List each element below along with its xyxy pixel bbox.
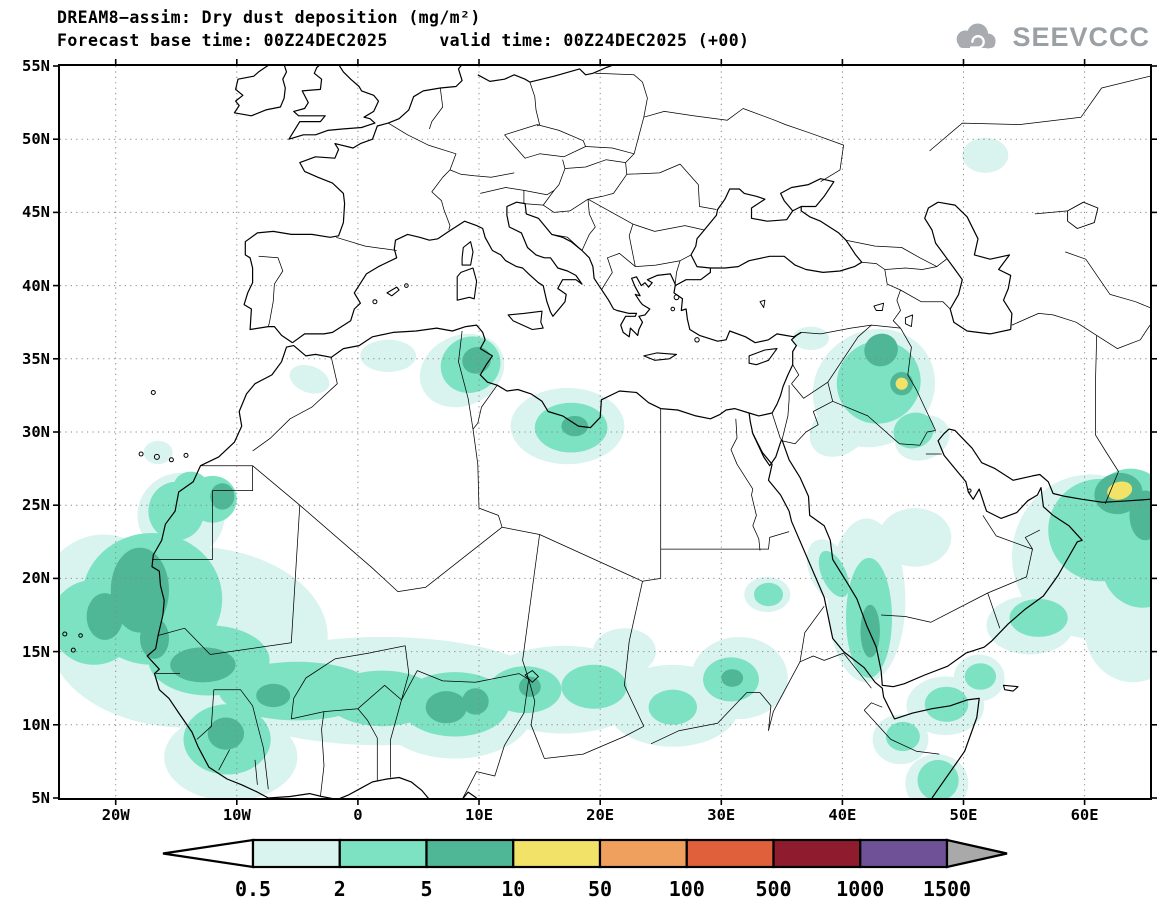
- map-plot-area: [53, 59, 1157, 805]
- colorbar-tick-label: 2: [334, 877, 346, 901]
- colorbar-tick-label: 500: [755, 877, 791, 901]
- colorbar-underflow-arrow: [162, 838, 255, 869]
- colorbar-overflow-arrow: [945, 838, 1008, 869]
- borders-layer: [152, 72, 1150, 798]
- colorbar-tick-label: 10: [501, 877, 525, 901]
- seevccc-logo: SEEVCCC: [947, 20, 1150, 55]
- lon-tick-label: 20W: [101, 806, 130, 824]
- lat-tick-label: 45N: [22, 203, 50, 222]
- colorbar-tick-label: 0.5: [235, 877, 271, 901]
- colorbar-segment: [685, 838, 775, 869]
- axis-ticks-layer: [53, 59, 1157, 805]
- cloud-icon: [957, 23, 997, 49]
- colorbar-segment: [598, 838, 688, 869]
- map-canvas: [53, 59, 1157, 805]
- figure-subtitle: Forecast base time: 00Z24DEC2025 valid t…: [57, 31, 750, 50]
- colorbar-tick-label: 100: [669, 877, 705, 901]
- figure-title: DREAM8−assim: Dry dust deposition (mg/m²…: [57, 8, 481, 27]
- lon-tick-label: 0: [353, 806, 363, 824]
- lat-tick-label: 40N: [22, 276, 50, 295]
- dust-contours-layer: [60, 137, 1150, 798]
- logo-text: SEEVCCC: [1012, 22, 1150, 52]
- colorbar-segment: [512, 838, 602, 869]
- lon-tick-label: 40E: [828, 806, 857, 824]
- lat-tick-label: 50N: [22, 130, 50, 149]
- lon-tick-label: 60E: [1070, 806, 1099, 824]
- lat-tick-label: 20N: [22, 569, 50, 588]
- lon-tick-label: 10W: [222, 806, 251, 824]
- colorbar-segment: [338, 838, 428, 869]
- colorbar-legend: 0.5 2 5 10 50 100 500 1000 1500: [162, 838, 1008, 901]
- lat-tick-label: 15N: [22, 642, 50, 661]
- lon-tick-label: 20E: [586, 806, 615, 824]
- lon-tick-label: 50E: [949, 806, 978, 824]
- colorbar-tick-label: 5: [420, 877, 432, 901]
- coastlines-layer: [62, 66, 1150, 798]
- lat-tick-label: 55N: [22, 57, 50, 75]
- lat-tick-label: 5N: [31, 789, 50, 807]
- lat-tick-label: 35N: [22, 349, 50, 368]
- colorbar-tick-label: 50: [588, 877, 612, 901]
- colorbar-segment: [772, 838, 862, 869]
- colorbar-tick-label: 1500: [923, 877, 971, 901]
- colorbar-segment: [251, 838, 341, 869]
- lon-tick-label: 10E: [465, 806, 494, 824]
- colorbar-segment: [425, 838, 515, 869]
- colorbar-tick-label: 1000: [836, 877, 884, 901]
- graticule-layer: [60, 66, 1150, 798]
- lat-tick-label: 25N: [22, 496, 50, 515]
- lon-tick-label: 30E: [707, 806, 736, 824]
- lat-tick-label: 30N: [22, 423, 50, 441]
- colorbar-segment: [859, 838, 949, 869]
- lat-tick-label: 10N: [22, 715, 50, 734]
